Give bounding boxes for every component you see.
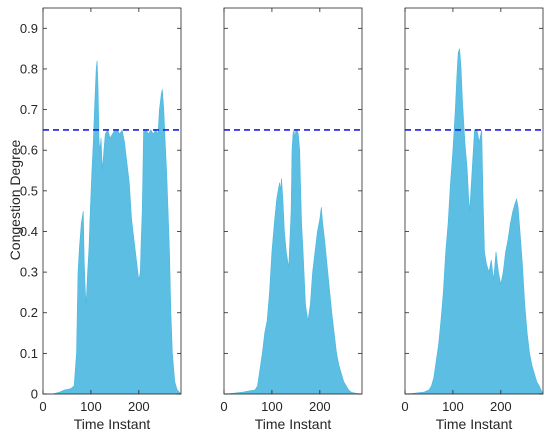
y-tick-label: 0.1: [20, 346, 38, 361]
y-tick-label: 0.6: [20, 143, 38, 158]
x-axis-label-2: Time Instant: [255, 416, 332, 432]
y-axis-label: Congestion Degree: [7, 139, 23, 260]
axes-box-2: [223, 7, 363, 395]
y-tick-label: 0.3: [20, 265, 38, 280]
congestion-area-1: [43, 60, 182, 395]
x-tick-label-2: 200: [309, 399, 331, 414]
y-tick-label: 0.8: [20, 61, 38, 76]
panel-3: 0 100 200 Time Instant: [401, 7, 544, 432]
x-tick-label-3: 100: [442, 399, 464, 414]
congestion-area-3: [404, 48, 544, 395]
panel-1: 0 100 200 Time Instant 0 0.1 0.2 0.3 0.4 0.5 0.6 0.…: [20, 7, 182, 432]
x-tick-label-3: 200: [490, 399, 512, 414]
y-tick-label: 0.2: [20, 305, 38, 320]
axes-box-1: [42, 7, 182, 395]
panel-2: 0 100 200 Time Instant: [220, 7, 363, 432]
x-axis-label-1: Time Instant: [74, 416, 151, 432]
x-axis-label-3: Time Instant: [436, 416, 513, 432]
x-tick-label-2: 100: [261, 399, 283, 414]
y-tick-label: 0.9: [20, 21, 38, 36]
y-tick-label: 0.7: [20, 102, 38, 117]
y-tick-label: 0.5: [20, 183, 38, 198]
x-tick-label-1: 0: [39, 399, 46, 414]
y-tick-label: 0.4: [20, 224, 38, 239]
x-tick-label-3: 0: [401, 399, 408, 414]
y-tick-label: 0: [31, 387, 38, 402]
axes-box-3: [404, 7, 544, 395]
x-tick-label-1: 200: [128, 399, 150, 414]
x-tick-label-2: 0: [220, 399, 227, 414]
x-tick-label-1: 100: [80, 399, 102, 414]
congestion-area-2: [223, 129, 363, 395]
panels-group: 0 100 200 Time Instant 0 0.1 0.2 0.3 0.4 0.5 0.6 0.…: [20, 7, 544, 432]
